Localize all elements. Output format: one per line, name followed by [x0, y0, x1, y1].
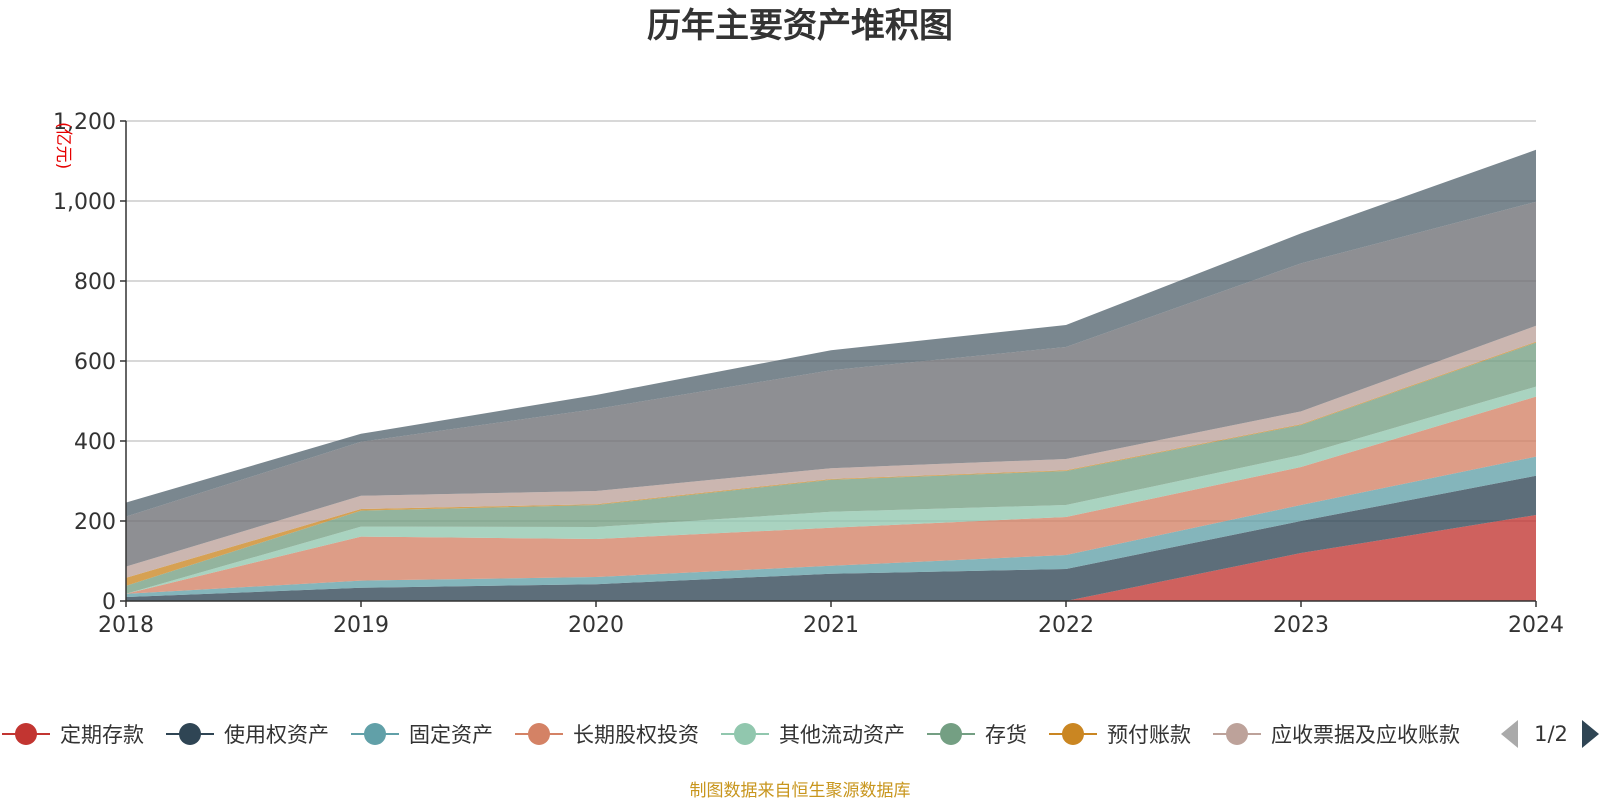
- legend-item[interactable]: 存货: [927, 723, 1027, 747]
- legend-marker-icon: [528, 723, 550, 745]
- x-tick-label: 2023: [1273, 613, 1329, 638]
- legend: 定期存款 使用权资产 固定资产 长期股权投资 其他流动资产 存货 预付账款 应收票据及应收账款…: [2, 720, 1599, 748]
- legend-item[interactable]: 应收票据及应收账款: [1213, 723, 1460, 747]
- series-areas: [126, 149, 1536, 601]
- y-tick-label: 600: [74, 350, 116, 375]
- legend-marker-icon: [734, 723, 756, 745]
- legend-item[interactable]: 长期股权投资: [515, 723, 699, 747]
- y-tick-label: 200: [74, 510, 116, 535]
- legend-marker-icon: [364, 723, 386, 745]
- source-note: 制图数据来自恒生聚源数据库: [690, 781, 911, 800]
- area-series: [126, 475, 1536, 601]
- legend-marker-icon: [1062, 723, 1084, 745]
- x-tick-label: 2022: [1038, 613, 1094, 638]
- x-tick-label: 2018: [98, 613, 154, 638]
- x-tick-label: 2021: [803, 613, 859, 638]
- legend-marker-icon: [1226, 723, 1248, 745]
- legend-pager: 1/2: [1501, 720, 1599, 748]
- legend-label: 使用权资产: [224, 723, 329, 747]
- legend-label: 固定资产: [409, 723, 493, 747]
- legend-label: 预付账款: [1107, 723, 1191, 747]
- legend-label: 定期存款: [60, 723, 144, 747]
- x-tick-label: 2019: [333, 613, 389, 638]
- y-tick-label: 1,000: [53, 190, 116, 215]
- triangle-left-icon[interactable]: [1501, 720, 1518, 748]
- triangle-right-icon[interactable]: [1582, 720, 1599, 748]
- legend-label: 其他流动资产: [779, 723, 905, 747]
- legend-marker-icon: [940, 723, 962, 745]
- area-series: [126, 149, 1536, 517]
- y-tick-label: 400: [74, 430, 116, 455]
- area-series: [126, 456, 1536, 597]
- legend-marker-icon: [179, 723, 201, 745]
- x-tick-label: 2020: [568, 613, 624, 638]
- legend-page-indicator: 1/2: [1534, 722, 1568, 746]
- area-series: [126, 201, 1536, 567]
- legend-label: 长期股权投资: [573, 723, 699, 747]
- legend-label: 存货: [985, 723, 1027, 747]
- legend-item[interactable]: 定期存款: [2, 723, 144, 747]
- area-series: [126, 515, 1536, 601]
- legend-label: 应收票据及应收账款: [1271, 723, 1460, 747]
- legend-item[interactable]: 固定资产: [351, 723, 493, 747]
- y-tick-label: 1,200: [53, 110, 116, 135]
- area-series: [126, 396, 1536, 594]
- y-tick-label: 800: [74, 270, 116, 295]
- x-tick-label: 2024: [1508, 613, 1564, 638]
- chart-title: 历年主要资产堆积图: [647, 6, 953, 46]
- legend-marker-icon: [15, 723, 37, 745]
- legend-item[interactable]: 其他流动资产: [721, 723, 905, 747]
- y-axis-unit-label: (亿元): [53, 122, 73, 169]
- axes: 0 200 400 600 800 1,000 1,200 2018 2019 2020 2021 2…: [53, 110, 1564, 638]
- legend-item[interactable]: 使用权资产: [166, 723, 329, 747]
- y-tick-label: 0: [102, 590, 116, 615]
- legend-item[interactable]: 预付账款: [1049, 723, 1191, 747]
